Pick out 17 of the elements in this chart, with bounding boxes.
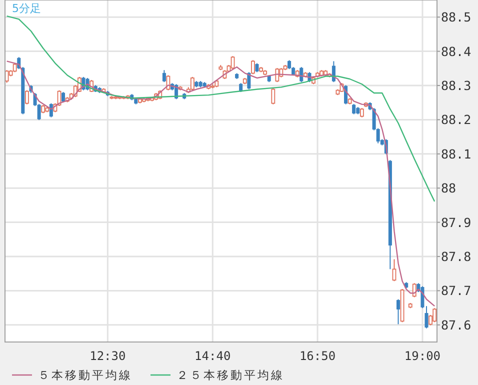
legend-label: ２５本移動平均線 xyxy=(176,368,284,382)
x-tick-label: 12:30 xyxy=(90,349,126,363)
x-tick-label: 16:50 xyxy=(299,349,336,363)
y-tick-label: 87.9 xyxy=(441,214,472,230)
x-tick-label: 14:40 xyxy=(194,349,231,363)
y-tick-label: 88.3 xyxy=(441,78,472,93)
legend-label: ５本移動平均線 xyxy=(38,368,132,382)
y-tick-label: 87.8 xyxy=(441,249,472,264)
x-tick-label: 19:00 xyxy=(404,349,441,363)
annotation: 5分足 xyxy=(12,2,41,15)
y-tick-label: 88.4 xyxy=(441,44,472,59)
y-tick-label: 88.2 xyxy=(441,112,472,128)
y-tick-label: 88.1 xyxy=(441,146,472,162)
y-tick-label: 88 xyxy=(441,180,456,196)
y-tick-label: 87.6 xyxy=(441,317,472,332)
y-tick-label: 88.5 xyxy=(441,10,472,25)
y-tick-label: 87.7 xyxy=(441,283,472,298)
